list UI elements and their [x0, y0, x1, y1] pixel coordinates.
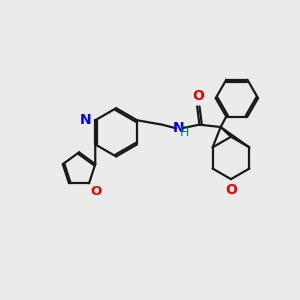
- Text: O: O: [91, 185, 102, 198]
- Text: N: N: [172, 121, 184, 135]
- Text: H: H: [180, 126, 189, 139]
- Text: O: O: [225, 183, 237, 197]
- Text: O: O: [192, 89, 204, 103]
- Text: N: N: [80, 113, 92, 127]
